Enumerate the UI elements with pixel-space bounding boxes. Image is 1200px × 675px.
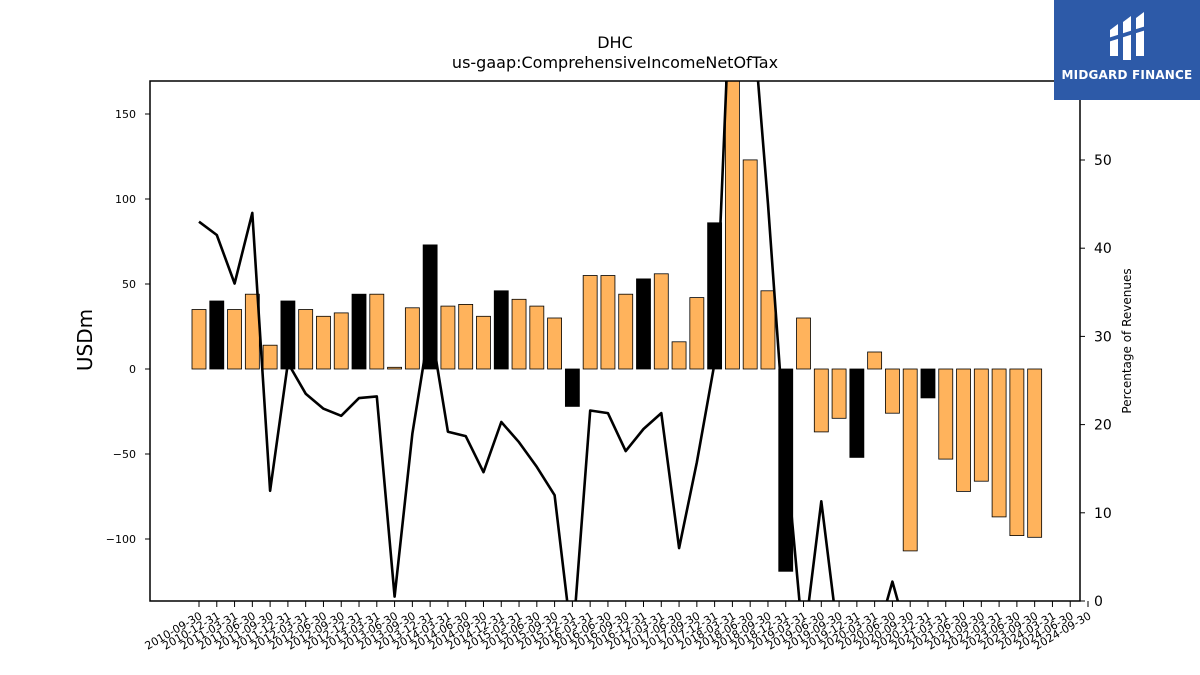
bar (902, 368, 918, 552)
bar (404, 307, 420, 370)
bar (191, 309, 207, 370)
y2-axis: 0 10 20 30 40 50 (1080, 153, 1112, 610)
y2-tick-label: 20 (1094, 418, 1112, 434)
bar (209, 300, 225, 370)
bar (582, 275, 598, 370)
bar (333, 312, 349, 370)
y-tick-label: 150 (115, 108, 136, 121)
bar (511, 298, 527, 370)
bars-layer (191, 81, 1043, 572)
bar (991, 368, 1007, 518)
bar (653, 273, 669, 370)
bar (387, 366, 402, 370)
bar (440, 305, 456, 370)
bar (547, 317, 562, 370)
bar (671, 341, 687, 370)
bar (760, 290, 776, 370)
chart-title: DHC (597, 33, 633, 52)
bar (796, 317, 811, 370)
y-tick-label: 50 (122, 278, 136, 291)
y2-tick-label: 10 (1094, 506, 1112, 522)
midgard-logo-icon (1108, 12, 1146, 60)
bar (262, 344, 278, 370)
plot-frame (149, 80, 1081, 602)
y2-axis-label: Percentage of Revenues (1120, 268, 1134, 413)
bar (742, 159, 758, 370)
bar (458, 303, 474, 370)
bar (885, 368, 900, 414)
bar (351, 293, 367, 370)
bar (529, 305, 545, 370)
y-axis: −100 −50 0 50 100 150 (106, 108, 150, 546)
bar (369, 293, 385, 370)
bar (600, 275, 616, 370)
bar (636, 278, 651, 370)
y-tick-label: −100 (106, 533, 136, 546)
y2-tick-label: 0 (1094, 594, 1103, 610)
bar (849, 368, 865, 458)
bar (227, 309, 242, 370)
y-tick-label: −50 (113, 448, 136, 461)
y-tick-label: 0 (129, 363, 136, 376)
bar (813, 368, 829, 433)
y2-tick-label: 50 (1094, 153, 1112, 169)
bar (725, 81, 740, 370)
bar (920, 368, 936, 399)
chart-subtitle: us-gaap:ComprehensiveIncomeNetOfTax (452, 53, 778, 72)
bar (831, 368, 847, 419)
bar (493, 290, 509, 370)
bar (564, 368, 580, 407)
bar (280, 300, 296, 370)
bar (298, 309, 314, 370)
line-layer (198, 81, 900, 601)
y-tick-label: 100 (115, 193, 136, 206)
midgard-finance-logo: MIDGARD FINANCE (1054, 0, 1200, 100)
bar (1009, 368, 1025, 537)
y2-tick-label: 30 (1094, 329, 1112, 345)
bar (689, 297, 705, 370)
y-axis-label: USDm (73, 309, 97, 371)
bar (316, 315, 331, 370)
bar (618, 293, 634, 370)
bar (938, 368, 954, 460)
line-series (198, 81, 900, 601)
x-axis: 2010-09-302010-12-312011-03-312011-06-30… (143, 601, 1094, 653)
bar (973, 368, 989, 482)
bar (956, 368, 971, 492)
bar (867, 351, 883, 370)
bar (476, 315, 491, 370)
logo-text: MIDGARD FINANCE (1061, 68, 1193, 82)
y2-tick-label: 40 (1094, 241, 1112, 257)
bar (1027, 368, 1043, 538)
